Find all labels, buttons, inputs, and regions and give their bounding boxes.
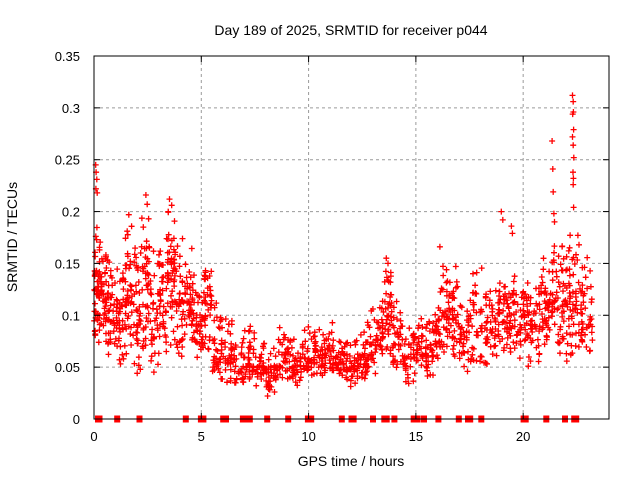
scatter-points: [91, 92, 596, 399]
plot-frame: [93, 55, 610, 420]
x-tick-label: 5: [198, 429, 205, 444]
y-tick-label: 0.2: [62, 205, 80, 220]
y-tick-label: 0.1: [62, 308, 80, 323]
tick-labels: 0 5 10 15 20 0 0.05 0.1 0.15 0.2 0.25 0.3 0.35: [55, 49, 531, 444]
x-axis-label: GPS time / hours: [298, 453, 405, 469]
y-tick-label: 0.05: [55, 360, 80, 375]
chart-title: Day 189 of 2025, SRMTID for receiver p04…: [214, 22, 487, 38]
y-tick-label: 0.35: [55, 49, 80, 64]
x-tick-label: 15: [409, 429, 423, 444]
x-tick-label: 0: [90, 429, 97, 444]
x-tick-label: 20: [516, 429, 530, 444]
y-axis-label: SRMTID / TECUs: [4, 182, 20, 292]
x-tick-label: 10: [301, 429, 315, 444]
y-tick-label: 0: [73, 412, 80, 427]
y-tick-label: 0.25: [55, 153, 80, 168]
srmtid-scatter-series: [91, 92, 596, 399]
tick-marks: [93, 55, 609, 420]
y-tick-label: 0.15: [55, 256, 80, 271]
y-tick-label: 0.3: [62, 101, 80, 116]
